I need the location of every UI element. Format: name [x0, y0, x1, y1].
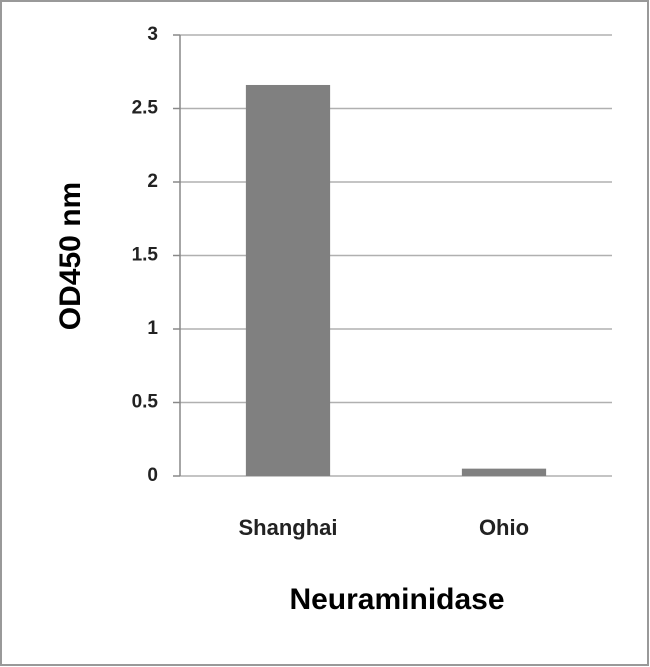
- x-tick-label: Shanghai: [238, 515, 337, 540]
- bar: [245, 84, 331, 476]
- x-axis-title: Neuraminidase: [289, 583, 504, 616]
- y-axis-title: OD450 nm: [54, 182, 87, 330]
- y-tick-label: 0: [147, 465, 158, 486]
- x-tick-label: Ohio: [479, 515, 529, 540]
- y-tick-label: 0.5: [132, 392, 159, 413]
- y-tick-label: 1: [147, 318, 158, 339]
- y-tick-label: 2.5: [132, 98, 159, 119]
- y-tick-label: 1.5: [132, 245, 159, 266]
- y-tick-label: 2: [147, 171, 158, 192]
- bar: [461, 468, 547, 476]
- y-tick-label: 3: [147, 24, 158, 45]
